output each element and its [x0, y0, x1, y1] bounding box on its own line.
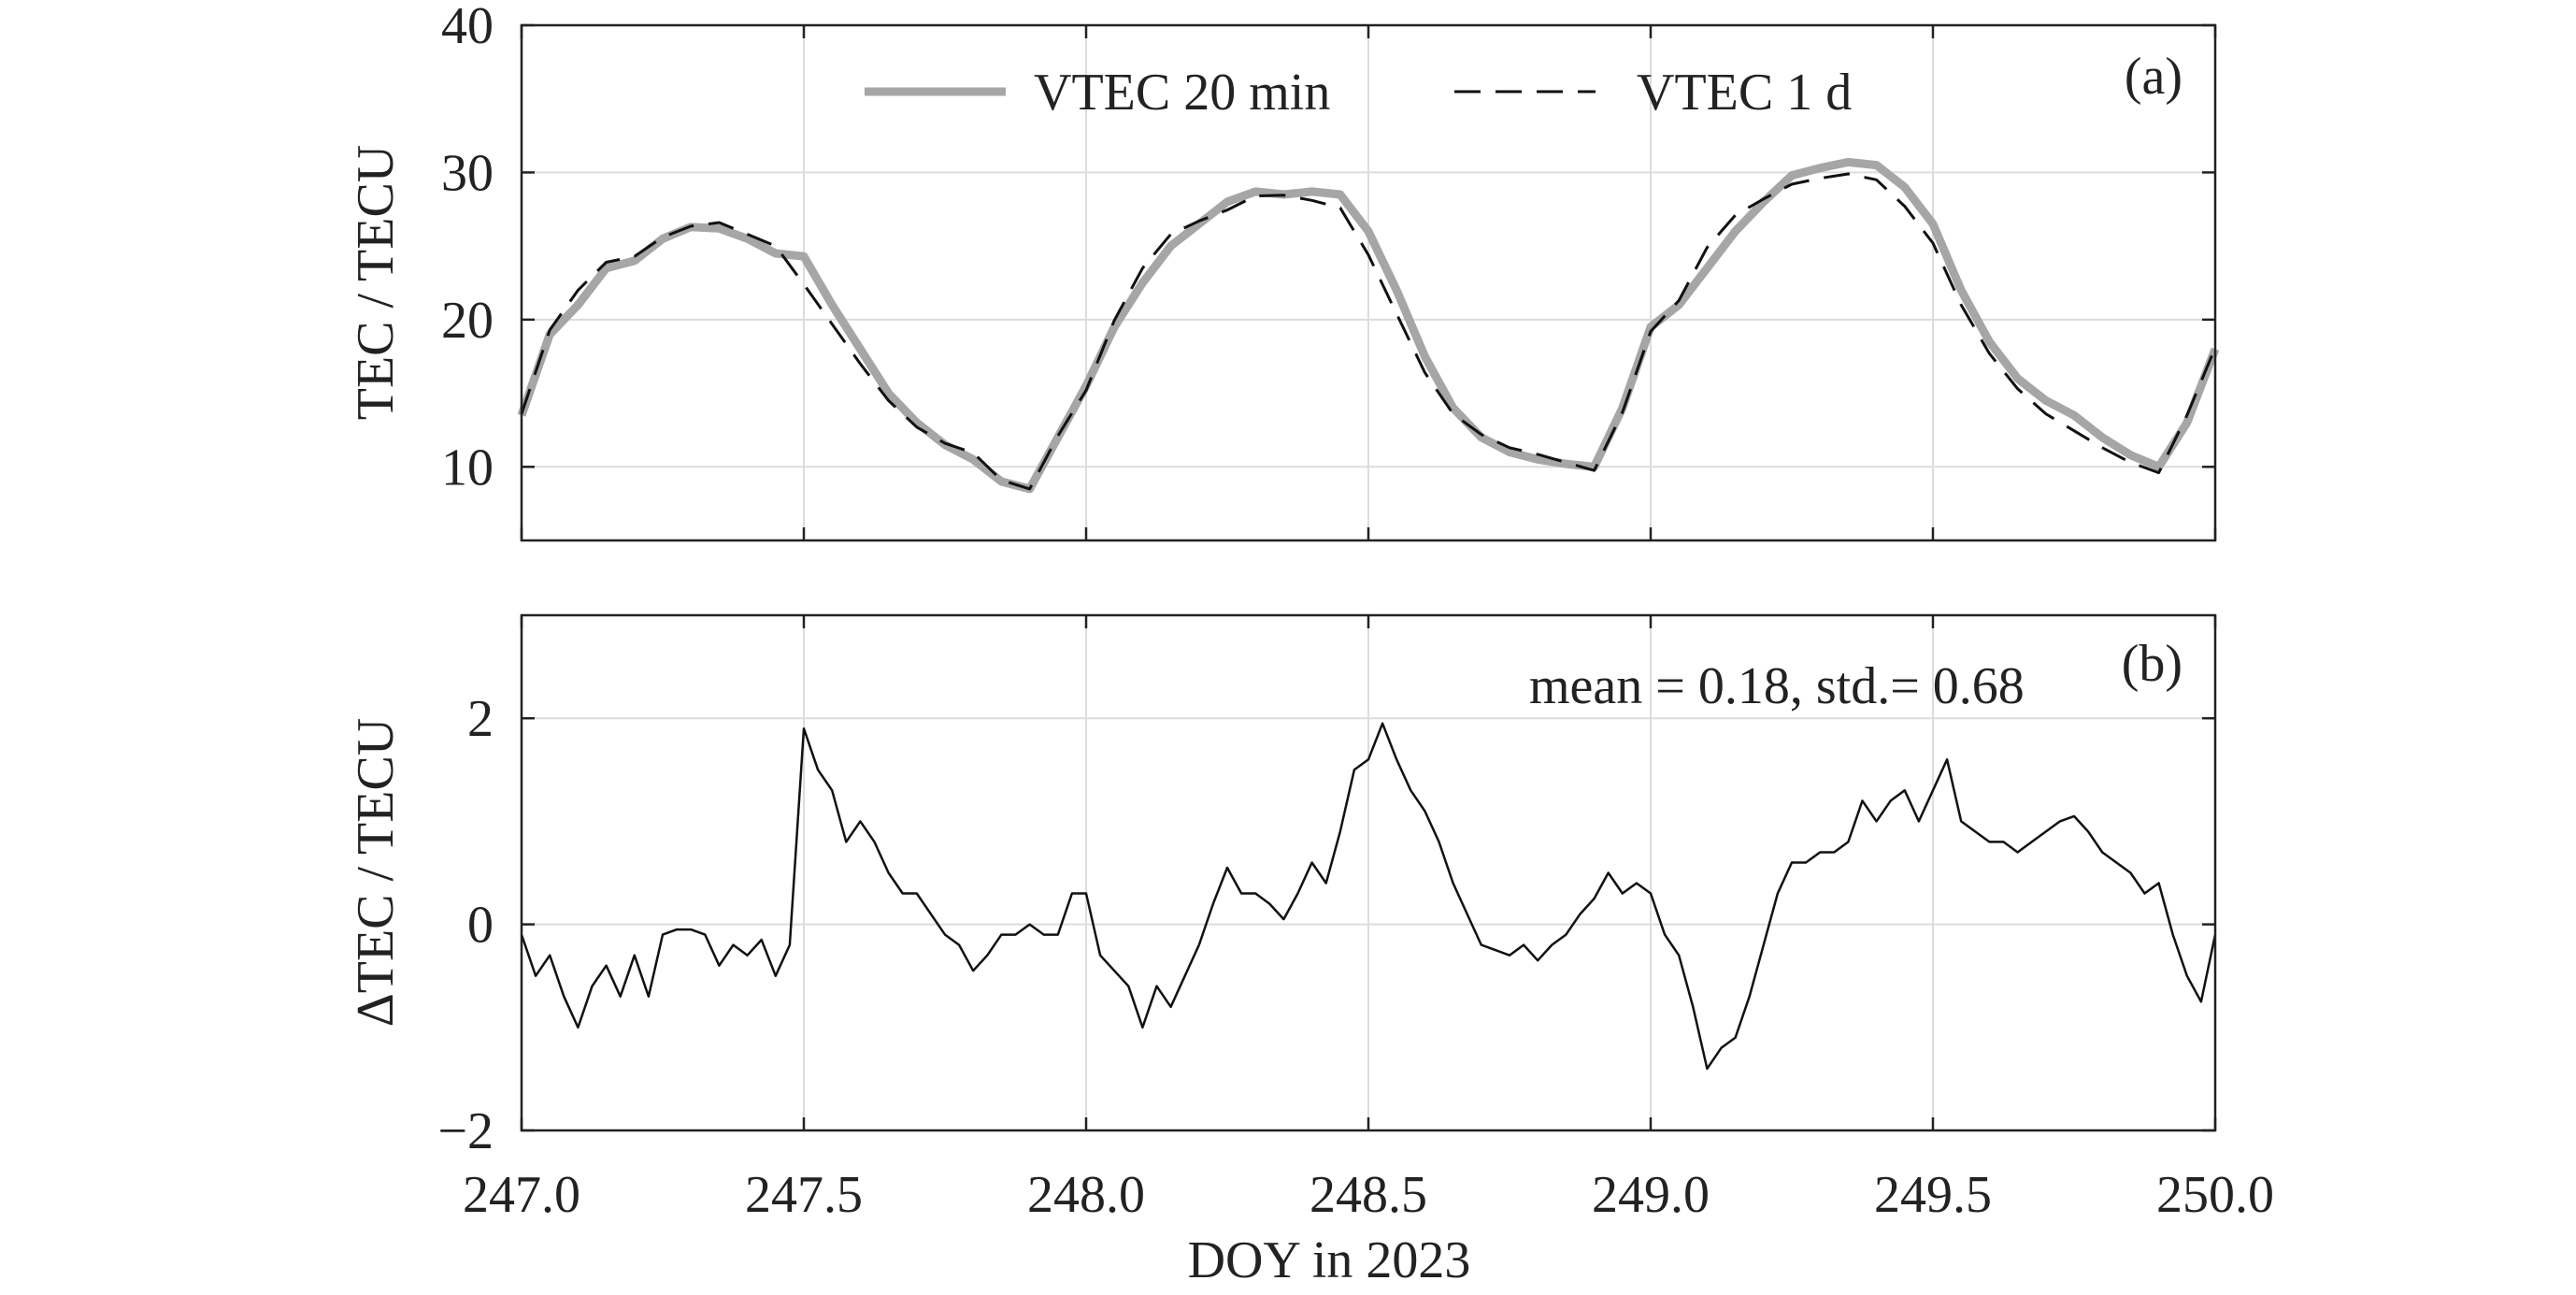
panel-a-ticks: 10 20 30 40: [441, 0, 2217, 540]
stats-annotation: mean = 0.18, std.= 0.68: [1529, 657, 2025, 715]
panel-b-ticks: 247.0 247.5 248.0 248.5 249.0 249.5 250.0 −2 0 2: [437, 615, 2274, 1224]
panel-a-ylabel: TEC / TECU: [347, 145, 405, 421]
y-tick-label: 10: [441, 439, 494, 496]
legend: VTEC 20 min VTEC 1 d: [865, 64, 1852, 122]
panel-b-series: [520, 722, 2217, 1071]
y-tick-label: 30: [441, 144, 494, 202]
series-line-vtec-1-d: [520, 172, 2217, 491]
panel-a-series: [517, 157, 2220, 494]
y-tick-label: 2: [467, 690, 494, 748]
x-tick-label: 247.5: [745, 1166, 863, 1224]
panel-a-label: (a): [2125, 48, 2182, 106]
series-line-vtec-20-min: [517, 157, 2220, 494]
x-axis-label: DOY in 2023: [1188, 1231, 1471, 1289]
panel-b-ylabel: ΔTEC / TECU: [347, 718, 405, 1028]
legend-label-vtec-20min: VTEC 20 min: [1034, 64, 1330, 122]
x-tick-label: 249.5: [1874, 1166, 1992, 1224]
legend-label-vtec-1d: VTEC 1 d: [1637, 64, 1852, 122]
y-tick-label: 40: [441, 0, 494, 55]
y-tick-label: 0: [467, 897, 494, 955]
x-tick-label: 247.0: [463, 1166, 580, 1224]
x-tick-label: 249.0: [1592, 1166, 1710, 1224]
y-tick-label: 20: [441, 292, 494, 350]
x-tick-label: 248.5: [1309, 1166, 1427, 1224]
series-line--tec: [520, 722, 2217, 1071]
x-tick-label: 250.0: [2156, 1166, 2274, 1224]
x-tick-label: 248.0: [1027, 1166, 1145, 1224]
panel-a-grid: [521, 25, 2216, 540]
y-tick-label: −2: [437, 1102, 494, 1160]
panel-b-label: (b): [2122, 635, 2182, 693]
